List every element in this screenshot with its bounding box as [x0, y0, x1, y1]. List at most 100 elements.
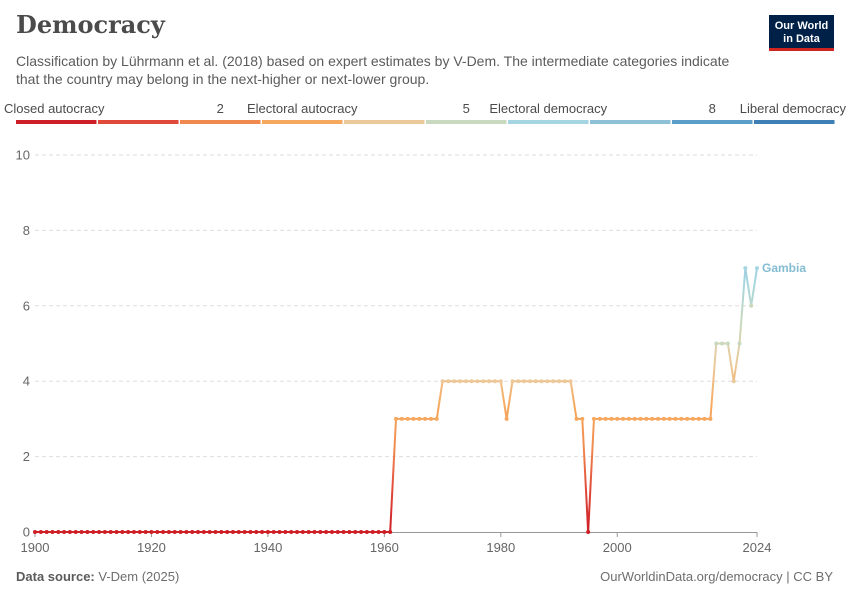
x-tick-label-1960: 1960	[370, 540, 399, 555]
data-point-2004	[639, 417, 643, 421]
data-point-1965	[411, 417, 415, 421]
data-point-1958	[371, 530, 375, 534]
y-tick-label-4: 4	[23, 374, 30, 389]
data-point-2019	[726, 342, 730, 346]
data-point-1952	[336, 530, 340, 534]
data-point-1902	[45, 530, 49, 534]
data-point-2009	[668, 417, 672, 421]
data-point-1962	[394, 417, 398, 421]
data-point-1921	[155, 530, 159, 534]
legend-label-3: Electoral autocracy	[247, 101, 358, 116]
data-point-1947	[307, 530, 311, 534]
axes: 02468101900192019401960198020002024	[16, 148, 772, 556]
data-point-1983	[516, 379, 520, 383]
legend-swatch-1	[98, 120, 179, 124]
gridlines	[35, 155, 757, 457]
data-point-1953	[342, 530, 346, 534]
data-point-2015	[703, 417, 707, 421]
data-point-1918	[138, 530, 142, 534]
legend-swatch-4	[344, 120, 425, 124]
data-point-2018	[720, 342, 724, 346]
data-point-1931	[214, 530, 218, 534]
data-source: Data source: V-Dem (2025)	[16, 569, 179, 584]
data-point-1960	[382, 530, 386, 534]
data-point-2008	[662, 417, 666, 421]
data-point-1914	[115, 530, 119, 534]
x-tick-label-1920: 1920	[137, 540, 166, 555]
data-point-1995	[586, 530, 590, 534]
y-tick-label-0: 0	[23, 525, 30, 540]
data-point-2006	[650, 417, 654, 421]
data-point-1937	[248, 530, 252, 534]
legend-label-9: Liberal democracy	[740, 101, 847, 116]
data-point-1950	[324, 530, 328, 534]
data-point-1944	[289, 530, 293, 534]
x-tick-label-2024: 2024	[743, 540, 772, 555]
data-point-1942	[278, 530, 282, 534]
data-point-1956	[359, 530, 363, 534]
legend-label-8: 8	[709, 101, 716, 116]
data-point-1907	[74, 530, 78, 534]
data-point-1982	[510, 379, 514, 383]
data-point-1992	[569, 379, 573, 383]
source-url-link[interactable]: OurWorldinData.org/democracy | CC BY	[600, 569, 833, 584]
x-tick-label-2000: 2000	[603, 540, 632, 555]
data-point-1954	[347, 530, 351, 534]
legend-label-0: Closed autocracy	[4, 101, 105, 116]
data-point-1945	[295, 530, 299, 534]
data-point-1969	[435, 417, 439, 421]
legend-swatch-5	[426, 120, 507, 124]
data-point-1981	[505, 417, 509, 421]
legend-label-5: 5	[463, 101, 470, 116]
data-point-1903	[50, 530, 54, 534]
data-point-1929	[202, 530, 206, 534]
data-point-2012	[685, 417, 689, 421]
data-point-1916	[126, 530, 130, 534]
data-point-1977	[481, 379, 485, 383]
data-point-1996	[592, 417, 596, 421]
data-point-1999	[609, 417, 613, 421]
data-point-1917	[132, 530, 136, 534]
data-point-2013	[691, 417, 695, 421]
data-point-1961	[388, 530, 392, 534]
data-point-1968	[429, 417, 433, 421]
data-point-1985	[528, 379, 532, 383]
data-point-2001	[621, 417, 625, 421]
data-point-1900	[33, 530, 37, 534]
legend-swatch-9	[754, 120, 835, 124]
data-point-1978	[487, 379, 491, 383]
y-tick-label-8: 8	[23, 223, 30, 238]
data-point-1957	[365, 530, 369, 534]
data-point-1963	[400, 417, 404, 421]
data-point-1987	[540, 379, 544, 383]
data-point-1913	[109, 530, 113, 534]
data-point-1909	[85, 530, 89, 534]
data-point-2021	[738, 342, 742, 346]
data-point-2005	[644, 417, 648, 421]
x-tick-label-1940: 1940	[253, 540, 282, 555]
data-point-1988	[545, 379, 549, 383]
x-tick-label-1900: 1900	[21, 540, 50, 555]
data-point-1919	[144, 530, 148, 534]
data-point-1910	[91, 530, 95, 534]
data-point-2022	[743, 266, 747, 270]
data-point-1946	[301, 530, 305, 534]
data-point-1904	[56, 530, 60, 534]
data-point-2002	[627, 417, 631, 421]
legend-swatch-3	[262, 120, 343, 124]
data-point-1906	[68, 530, 72, 534]
data-point-1974	[464, 379, 468, 383]
data-point-1911	[97, 530, 101, 534]
data-point-1940	[266, 530, 270, 534]
data-point-1967	[423, 417, 427, 421]
data-point-2010	[673, 417, 677, 421]
data-point-1905	[62, 530, 66, 534]
legend-swatch-6	[508, 120, 589, 124]
data-point-1993	[575, 417, 579, 421]
series-line-0	[35, 268, 757, 532]
data-point-1986	[534, 379, 538, 383]
legend-swatch-2	[180, 120, 261, 124]
data-point-1980	[499, 379, 503, 383]
data-point-1971	[446, 379, 450, 383]
data-point-1970	[441, 379, 445, 383]
